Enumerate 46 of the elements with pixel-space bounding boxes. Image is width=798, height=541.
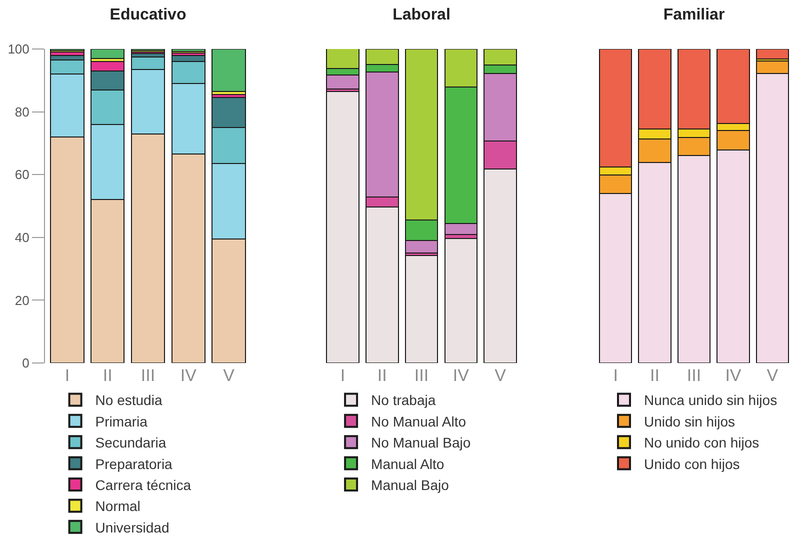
legend-label: No unido con hijos (644, 434, 760, 451)
bar (212, 49, 246, 92)
legend-label: Manual Bajo (371, 476, 450, 493)
legend-label: Secundaria (95, 434, 166, 451)
x-tick-label: II (377, 366, 387, 385)
y-tick-label: 80 (14, 104, 30, 120)
legend-label: Unido con hijos (644, 456, 740, 472)
bar (326, 90, 360, 363)
legend-label: No Manual Bajo (371, 434, 471, 451)
legend-label: Normal (95, 498, 140, 514)
x-tick-label: III (686, 366, 702, 385)
bar (756, 49, 790, 60)
y-tick-label: 20 (14, 292, 30, 308)
x-tick-label: I (613, 366, 618, 385)
x-tick-label: III (414, 366, 429, 385)
chart-title: Familiar (663, 6, 725, 24)
x-tick-label: I (64, 366, 70, 385)
legend-label: No trabaja (371, 392, 436, 408)
legend-label: No Manual Alto (371, 413, 466, 430)
legend-label: Nunca unido sin hijos (644, 392, 778, 408)
x-tick-label: II (650, 366, 660, 385)
bar (444, 238, 478, 363)
bar (404, 254, 438, 363)
legend-label: No estudia (95, 392, 162, 408)
x-tick-label: IV (180, 366, 198, 385)
x-tick-label: I (340, 366, 346, 385)
y-tick-label: 60 (14, 167, 30, 182)
x-tick-label: II (102, 366, 112, 385)
x-tick-label: III (140, 366, 156, 385)
x-tick-label: V (766, 366, 779, 385)
chart-title: Laboral (392, 6, 450, 24)
y-tick-label: 100 (8, 42, 30, 57)
y-tick-label: 0 (22, 356, 30, 371)
x-tick-label: V (494, 366, 507, 385)
legend-label: Unido sin hijos (644, 413, 736, 430)
legend-label: Primaria (95, 413, 148, 430)
bar (90, 49, 125, 59)
y-tick-label: 40 (14, 230, 30, 245)
legend-label: Manual Alto (371, 456, 444, 472)
legend-label: Preparatoria (95, 456, 173, 472)
legend-label: Universidad (95, 519, 170, 536)
chart-title: Educativo (110, 6, 186, 24)
legend-label: Carrera técnica (95, 476, 192, 493)
x-tick-label: IV (452, 366, 470, 385)
x-tick-label: IV (725, 366, 742, 385)
x-tick-label: V (223, 366, 236, 385)
